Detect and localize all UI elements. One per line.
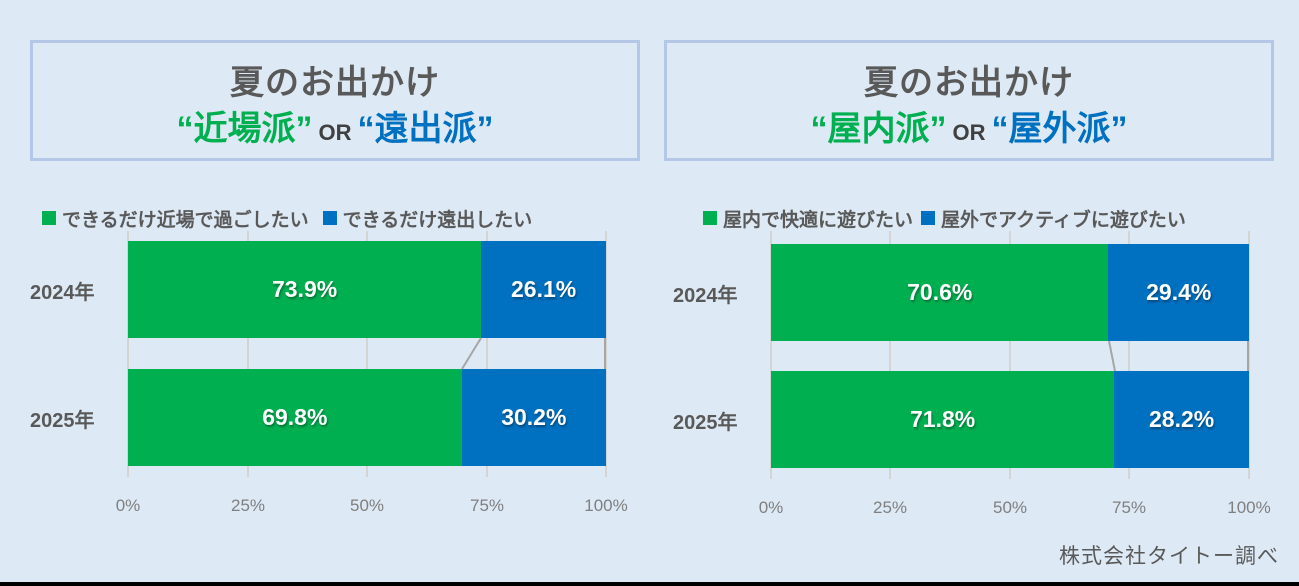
- left-title-option-a: “近場派”: [176, 110, 313, 148]
- bar-segment-blue: 26.1%: [481, 241, 606, 338]
- series-lines: [461, 337, 606, 370]
- bar-2024: 73.9% 26.1%: [128, 241, 606, 338]
- category-label-2025: 2025年: [673, 412, 738, 434]
- value-label: 26.1%: [511, 276, 577, 302]
- x-tick-75: 75%: [1111, 498, 1147, 517]
- bar-2025: 71.8% 28.2%: [771, 371, 1249, 468]
- x-tick-25: 25%: [872, 498, 908, 517]
- gridline-100: [1248, 231, 1250, 479]
- legend-swatch-green: [703, 211, 717, 225]
- right-title-option-b: “屋外派”: [991, 110, 1128, 148]
- series-lines: [1108, 340, 1249, 372]
- legend-swatch-green: [42, 211, 56, 225]
- legend-swatch-blue: [322, 211, 337, 225]
- right-legend: 屋内で快適に遊びたい 屋外でアクティブに遊びたい: [703, 203, 1200, 233]
- category-label-2024: 2024年: [30, 282, 95, 304]
- value-label: 69.8%: [262, 404, 328, 430]
- legend-item-green: できるだけ近場で過ごしたい: [42, 205, 309, 232]
- right-title-line1: 夏のお出かけ: [864, 64, 1074, 102]
- category-label-2024: 2024年: [673, 285, 738, 307]
- gridline-25: [889, 231, 891, 479]
- bar-segment-green: 70.6%: [771, 244, 1109, 341]
- x-tick-0: 0%: [758, 498, 784, 517]
- left-title-line1: 夏のお出かけ: [230, 64, 440, 102]
- legend-label: 屋内で快適に遊びたい: [723, 209, 914, 231]
- left-title-option-b: “遠出派”: [357, 110, 494, 148]
- gridline-100: [605, 231, 607, 477]
- legend-item-blue: できるだけ遠出したい: [322, 205, 533, 232]
- gridline-0: [127, 231, 129, 477]
- x-tick-50: 50%: [992, 498, 1028, 517]
- bar-segment-blue: 29.4%: [1108, 244, 1249, 341]
- right-title-box: 夏のお出かけ “屋内派” OR “屋外派”: [664, 40, 1274, 161]
- gridline-75: [1128, 231, 1130, 479]
- left-chart: できるだけ近場で過ごしたい できるだけ遠出したい 73.9% 26.1% 69.…: [0, 0, 650, 540]
- left-title-box: 夏のお出かけ “近場派” OR “遠出派”: [30, 40, 640, 161]
- bar-segment-green: 73.9%: [128, 241, 482, 338]
- bar-segment-blue: 30.2%: [461, 369, 606, 466]
- legend-swatch-blue: [921, 211, 936, 225]
- left-legend: できるだけ近場で過ごしたい できるだけ遠出したい: [42, 203, 546, 233]
- category-label-2025: 2025年: [30, 410, 95, 432]
- legend-item-blue: 屋外でアクティブに遊びたい: [921, 205, 1186, 232]
- source-credit: 株式会社タイトー調べ: [1059, 545, 1279, 568]
- value-label: 29.4%: [1146, 279, 1212, 305]
- x-tick-0: 0%: [115, 496, 141, 515]
- value-label: 70.6%: [907, 279, 973, 305]
- right-title-option-a: “屋内派”: [810, 110, 947, 148]
- x-tick-75: 75%: [469, 496, 505, 515]
- x-tick-25: 25%: [230, 496, 266, 515]
- bar-segment-blue: 28.2%: [1114, 371, 1249, 468]
- gridline-25: [247, 231, 249, 477]
- bottom-border: [0, 582, 1299, 586]
- bar-2024: 70.6% 29.4%: [771, 244, 1249, 341]
- right-plot-area: 70.6% 29.4% 71.8% 28.2%: [770, 231, 1250, 479]
- gridline-50: [1009, 231, 1011, 479]
- x-tick-50: 50%: [349, 496, 385, 515]
- bar-2025: 69.8% 30.2%: [128, 369, 606, 466]
- legend-label: 屋外でアクティブに遊びたい: [941, 209, 1186, 231]
- value-label: 71.8%: [909, 406, 976, 432]
- left-title-line2: “近場派” OR “遠出派”: [33, 101, 637, 150]
- value-label: 28.2%: [1148, 406, 1215, 432]
- legend-label: できるだけ近場で過ごしたい: [62, 209, 309, 231]
- gridline-50: [366, 231, 368, 477]
- right-chart: 屋内で快適に遊びたい 屋外でアクティブに遊びたい 70.6% 29.4% 71.…: [673, 203, 1271, 518]
- legend-item-green: 屋内で快適に遊びたい: [703, 205, 913, 232]
- right-title-or: OR: [952, 120, 986, 145]
- bar-segment-green: 71.8%: [771, 371, 1115, 468]
- legend-label: できるだけ遠出したい: [342, 209, 533, 231]
- x-tick-100: 100%: [1227, 498, 1271, 517]
- value-label: 73.9%: [272, 276, 338, 302]
- right-title-line2: “屋内派” OR “屋外派”: [667, 101, 1271, 150]
- gridline-75: [486, 231, 488, 477]
- x-tick-100: 100%: [584, 496, 628, 515]
- left-title-or: OR: [318, 120, 352, 145]
- gridline-0: [770, 231, 772, 479]
- left-plot-area: 73.9% 26.1% 69.8% 30.2%: [127, 231, 607, 477]
- bar-segment-green: 69.8%: [128, 369, 462, 466]
- value-label: 30.2%: [501, 404, 567, 430]
